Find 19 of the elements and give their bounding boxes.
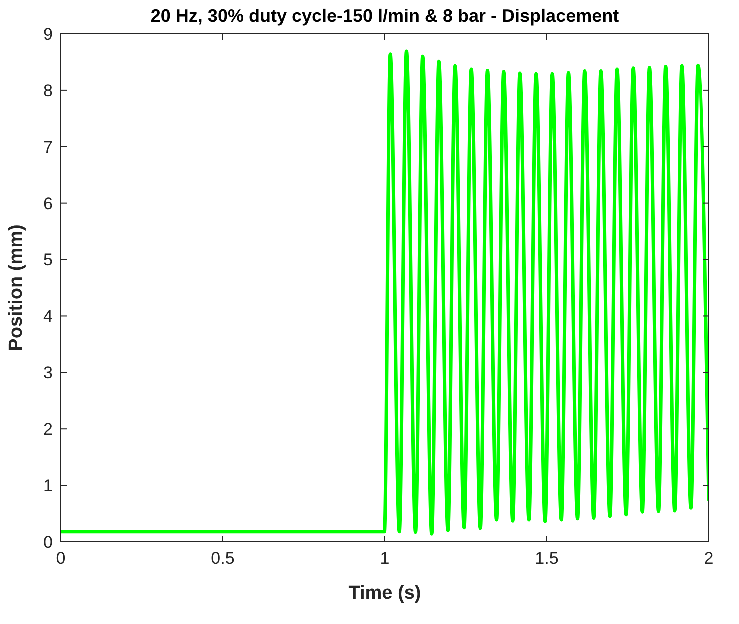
- x-tick-label: 1: [380, 549, 390, 568]
- y-tick-label: 5: [44, 250, 53, 270]
- y-tick-label: 0: [44, 532, 53, 552]
- line-series: [61, 50, 709, 536]
- y-tick-label: 1: [44, 476, 53, 496]
- y-tick-label: 7: [44, 138, 53, 157]
- x-tick-label: 2: [704, 549, 714, 568]
- y-tick-label: 3: [44, 364, 53, 383]
- y-tick-label: 9: [44, 24, 53, 44]
- x-axis-title: Time (s): [348, 583, 422, 604]
- x-tick-label: 0.5: [211, 549, 235, 568]
- y-tick-label: 2: [44, 420, 53, 440]
- y-tick-label: 4: [44, 307, 53, 326]
- y-axis-title: Position (mm): [6, 224, 27, 352]
- y-tick-label: 6: [44, 194, 53, 214]
- chart-title: 20 Hz, 30% duty cycle-150 l/min & 8 bar - Displacement: [150, 6, 620, 26]
- x-tick-label: 1.5: [535, 549, 559, 568]
- y-tick-label: 8: [44, 81, 53, 100]
- x-tick-label: 0: [56, 549, 66, 568]
